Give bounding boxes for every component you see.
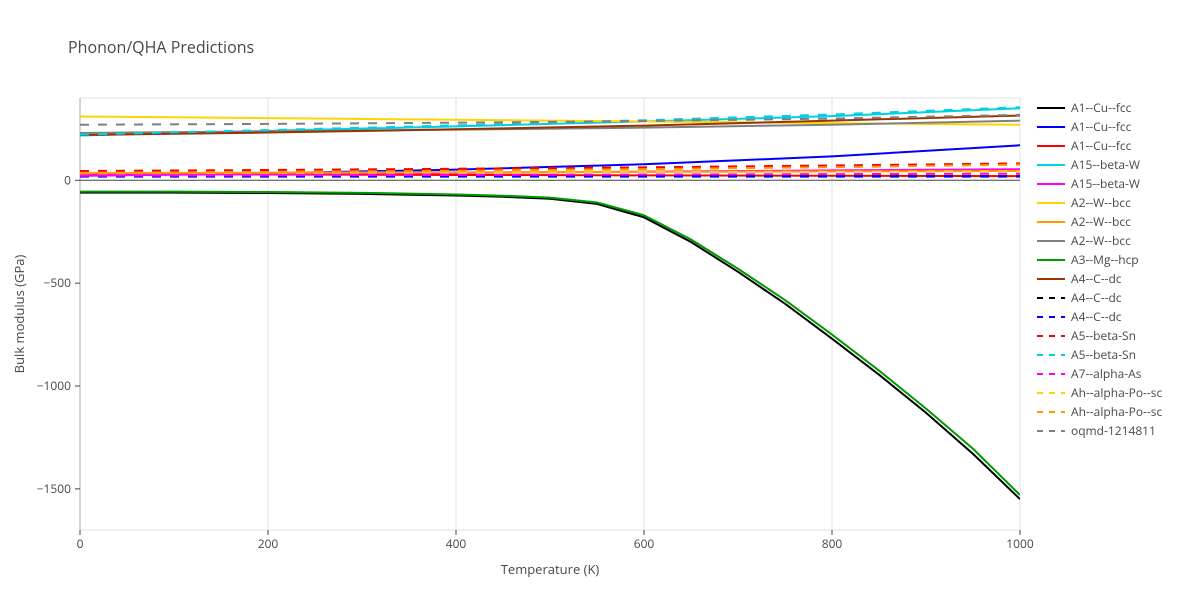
legend-label: A5--beta-Sn (1071, 345, 1136, 364)
legend: A1--Cu--fccA1--Cu--fccA1--Cu--fccA15--be… (1037, 98, 1162, 440)
xtick-label: 1000 (1006, 535, 1034, 552)
x-axis-label: Temperature (K) (501, 560, 600, 578)
legend-swatch (1037, 330, 1065, 342)
legend-label: A2--W--bcc (1071, 193, 1131, 212)
legend-swatch (1037, 292, 1065, 304)
legend-item[interactable]: A15--beta-W (1037, 174, 1162, 193)
legend-item[interactable]: A1--Cu--fcc (1037, 136, 1162, 155)
legend-swatch (1037, 159, 1065, 171)
legend-item[interactable]: Ah--alpha-Po--sc (1037, 402, 1162, 421)
legend-item[interactable]: A2--W--bcc (1037, 212, 1162, 231)
legend-label: A4--C--dc (1071, 307, 1122, 326)
ytick-label: −1500 (37, 480, 71, 497)
ytick-label: −1000 (37, 377, 71, 394)
legend-swatch (1037, 254, 1065, 266)
legend-label: A4--C--dc (1071, 288, 1122, 307)
legend-label: A1--Cu--fcc (1071, 117, 1131, 136)
legend-swatch (1037, 311, 1065, 323)
xtick-label: 400 (446, 535, 467, 552)
legend-label: A4--C--dc (1071, 269, 1122, 288)
legend-item[interactable]: A4--C--dc (1037, 269, 1162, 288)
legend-item[interactable]: oqmd-1214811 (1037, 421, 1162, 440)
legend-item[interactable]: A1--Cu--fcc (1037, 117, 1162, 136)
legend-label: A1--Cu--fcc (1071, 98, 1131, 117)
legend-label: Ah--alpha-Po--sc (1071, 383, 1162, 402)
legend-label: A2--W--bcc (1071, 231, 1131, 250)
legend-label: A3--Mg--hcp (1071, 250, 1139, 269)
ytick-label: 0 (64, 171, 71, 188)
legend-label: A1--Cu--fcc (1071, 136, 1131, 155)
chart-container: Phonon/QHA Predictions 0 200 400 600 800 1000… (0, 0, 1200, 600)
legend-label: A7--alpha-As (1071, 364, 1141, 383)
legend-label: oqmd-1214811 (1071, 421, 1156, 440)
legend-swatch (1037, 235, 1065, 247)
legend-swatch (1037, 140, 1065, 152)
legend-swatch (1037, 102, 1065, 114)
ytick-label: −500 (44, 274, 72, 291)
xtick-label: 800 (822, 535, 843, 552)
legend-swatch (1037, 368, 1065, 380)
y-axis-label: Bulk modulus (GPa) (10, 255, 28, 374)
plot-svg: 0 200 400 600 800 1000 −1500 −1000 −500 0 Temperat… (0, 0, 1200, 600)
legend-label: A15--beta-W (1071, 155, 1140, 174)
legend-swatch (1037, 273, 1065, 285)
chart-title: Phonon/QHA Predictions (68, 36, 254, 58)
legend-item[interactable]: A4--C--dc (1037, 288, 1162, 307)
legend-item[interactable]: A5--beta-Sn (1037, 345, 1162, 364)
legend-item[interactable]: A15--beta-W (1037, 155, 1162, 174)
xtick-label: 600 (634, 535, 655, 552)
legend-swatch (1037, 406, 1065, 418)
legend-item[interactable]: A2--W--bcc (1037, 193, 1162, 212)
legend-item[interactable]: Ah--alpha-Po--sc (1037, 383, 1162, 402)
legend-swatch (1037, 197, 1065, 209)
plot-area[interactable] (80, 98, 1020, 530)
legend-item[interactable]: A7--alpha-As (1037, 364, 1162, 383)
legend-swatch (1037, 178, 1065, 190)
xtick-label: 0 (77, 535, 84, 552)
xtick-label: 200 (258, 535, 279, 552)
legend-label: A2--W--bcc (1071, 212, 1131, 231)
legend-swatch (1037, 387, 1065, 399)
legend-item[interactable]: A1--Cu--fcc (1037, 98, 1162, 117)
legend-swatch (1037, 349, 1065, 361)
legend-swatch (1037, 425, 1065, 437)
legend-label: A15--beta-W (1071, 174, 1140, 193)
legend-swatch (1037, 121, 1065, 133)
legend-swatch (1037, 216, 1065, 228)
legend-label: A5--beta-Sn (1071, 326, 1136, 345)
legend-item[interactable]: A3--Mg--hcp (1037, 250, 1162, 269)
legend-item[interactable]: A5--beta-Sn (1037, 326, 1162, 345)
legend-label: Ah--alpha-Po--sc (1071, 402, 1162, 421)
legend-item[interactable]: A4--C--dc (1037, 307, 1162, 326)
legend-item[interactable]: A2--W--bcc (1037, 231, 1162, 250)
